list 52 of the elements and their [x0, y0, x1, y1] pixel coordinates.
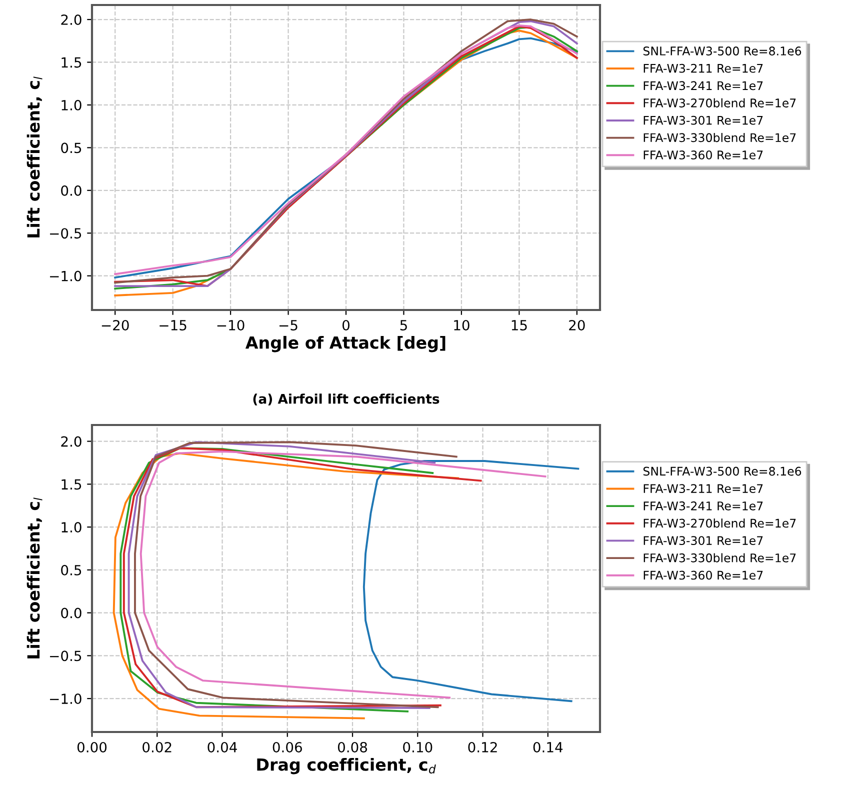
- x-tick-label: −5: [280, 320, 298, 330]
- legend-label: FFA-W3-330blend Re=1e7: [644, 132, 796, 142]
- legend-label: FFA-W3-211 Re=1e7: [644, 484, 763, 494]
- legend-label: FFA-W3-301 Re=1e7: [644, 536, 763, 546]
- x-tick-label: −10: [217, 320, 244, 330]
- y-tick-label: 0.5: [61, 142, 82, 154]
- legend-label: FFA-W3-301 Re=1e7: [644, 116, 763, 125]
- y-tick-label: 0.0: [61, 608, 82, 618]
- legend-label: SNL-FFA-W3-500 Re=8.1e6: [643, 466, 802, 476]
- legend-label: FFA-W3-330blend Re=1e7: [644, 553, 796, 562]
- y-axis-title: Lift coefficient, c$_{l}$: [26, 76, 42, 238]
- y-tick-label: 1.5: [62, 479, 82, 490]
- x-tick-label: 0.10: [403, 742, 432, 752]
- line-series: [362, 460, 580, 702]
- y-tick-label: 0.0: [61, 185, 82, 196]
- x-tick-label: 0.02: [142, 742, 172, 752]
- x-tick-label: −15: [160, 320, 186, 330]
- y-tick-label: 1.0: [62, 522, 82, 533]
- y-tick-label: 2.0: [61, 14, 82, 25]
- legend-label: FFA-W3-241 Re=1e7: [644, 81, 763, 90]
- legend-label: FFA-W3-270blend Re=1e7: [644, 518, 796, 528]
- legend-label: FFA-W3-241 Re=1e7: [644, 501, 763, 510]
- legend-label: FFA-W3-211 Re=1e7: [644, 64, 763, 73]
- legend-label: FFA-W3-360 Re=1e7: [644, 570, 763, 580]
- y-tick-label: −1.0: [50, 270, 82, 282]
- x-tick-label: 0.06: [272, 742, 302, 752]
- x-axis-title: Drag coefficient, c$_{d}$: [257, 758, 436, 774]
- x-axis-title: Angle of Attack [deg]: [245, 336, 446, 352]
- y-tick-label: 1.0: [62, 100, 82, 110]
- x-tick-label: 5: [400, 320, 407, 330]
- y-tick-label: 0.5: [61, 564, 82, 576]
- x-tick-label: 0.00: [77, 742, 107, 752]
- line-series: [140, 450, 546, 699]
- y-tick-label: 2.0: [61, 436, 82, 447]
- x-tick-label: 20: [569, 320, 585, 330]
- y-axis-title: Lift coefficient, c$_{l}$: [26, 498, 42, 658]
- y-tick-label: 1.5: [62, 57, 82, 68]
- x-tick-label: 0.14: [533, 742, 563, 752]
- text: (a) Airfoil lift coefficients: [253, 394, 440, 406]
- y-tick-label: −0.5: [50, 228, 82, 239]
- legend-label: FFA-W3-270blend Re=1e7: [644, 98, 796, 108]
- x-tick-label: 0: [342, 320, 350, 330]
- x-tick-label: 15: [512, 320, 527, 330]
- legend-label: FFA-W3-360 Re=1e7: [644, 150, 763, 160]
- x-tick-label: 0.04: [208, 742, 237, 752]
- y-tick-label: −0.5: [50, 650, 82, 662]
- x-tick-label: −20: [102, 320, 129, 330]
- y-tick-label: −1.0: [50, 694, 82, 704]
- x-tick-label: 0.12: [468, 742, 497, 752]
- x-tick-label: 10: [454, 320, 470, 330]
- x-tick-label: 0.08: [338, 742, 368, 752]
- legend-label: SNL-FFA-W3-500 Re=8.1e6: [643, 46, 802, 56]
